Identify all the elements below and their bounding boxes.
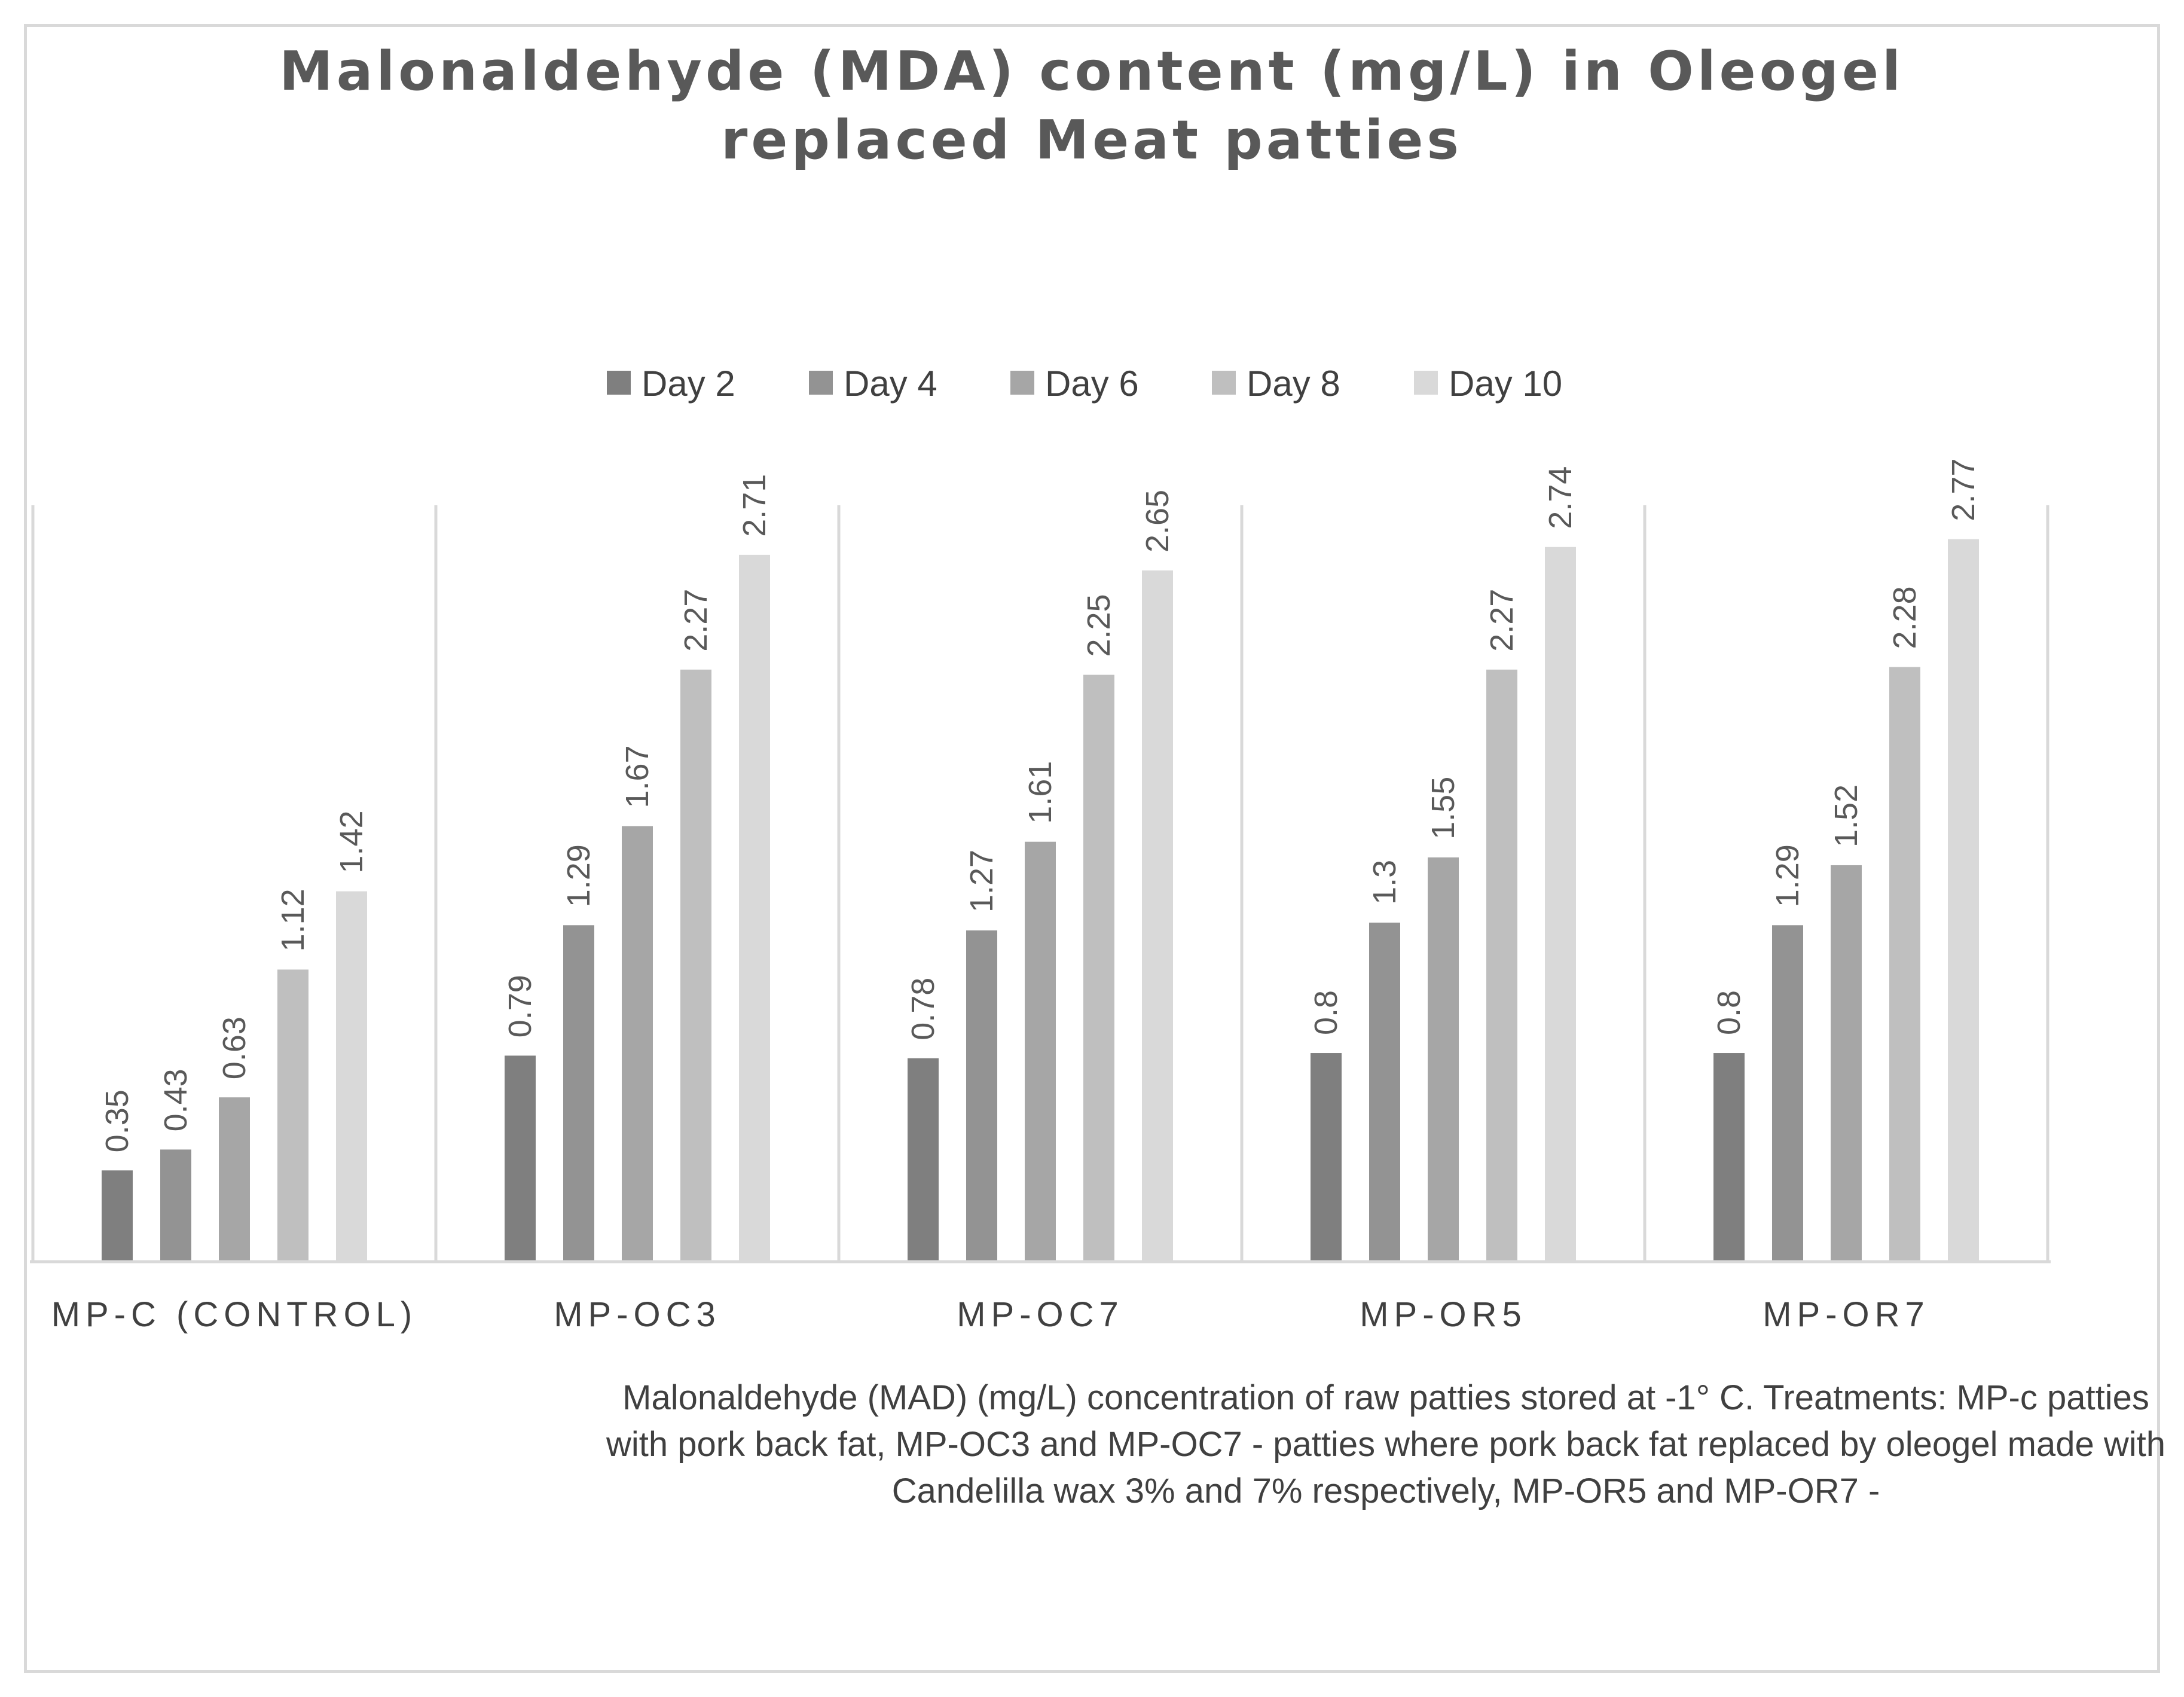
bar-mp-oc3-day-2	[505, 1055, 536, 1262]
legend-swatch	[1414, 371, 1438, 395]
data-label: 2.65	[1140, 490, 1175, 553]
data-label: 1.61	[1022, 761, 1058, 824]
data-label: 1.27	[964, 850, 1000, 912]
bar-mp-or5-day-8	[1486, 669, 1517, 1262]
bar-group-mp-oc3: 0.79 1.29 1.67 2.27 2.71	[502, 474, 772, 1262]
bar-mp-c-control-day-4	[160, 1149, 191, 1262]
legend-swatch	[1010, 371, 1034, 395]
data-label: 1.12	[275, 889, 311, 951]
data-label: 2.25	[1081, 594, 1117, 657]
data-label: 2.74	[1542, 466, 1578, 529]
data-label: 2.71	[737, 474, 772, 537]
plot-area: 0.35 0.43 0.63 1.12 1.42 0.79 1.29 1.67 2.27 2.71…	[30, 459, 2051, 1334]
figure-caption: Malonaldehyde (MAD) (mg/L) concentration…	[606, 1378, 2165, 1510]
data-label: 1.29	[1770, 844, 1806, 907]
bar-group-mp-or5: 0.8 1.3 1.55 2.27 2.74	[1308, 466, 1578, 1262]
legend-label: Day 2	[642, 364, 735, 404]
data-label: 1.29	[561, 844, 597, 907]
x-tick-label: MP-OR7	[1763, 1295, 1930, 1334]
legend-item-day-6: Day 6	[1010, 364, 1139, 404]
data-label: 1.42	[334, 810, 369, 873]
legend-swatch	[809, 371, 833, 395]
x-tick-label: MP-OC3	[554, 1295, 721, 1334]
bar-mp-or7-day-10	[1948, 539, 1979, 1262]
bar-group-mp-oc7: 0.78 1.27 1.61 2.25 2.65	[905, 490, 1175, 1262]
bar-mp-or7-day-6	[1831, 865, 1862, 1262]
chart-legend: Day 2 Day 4 Day 6 Day 8 Day 10	[607, 364, 1562, 404]
data-label: 1.3	[1367, 860, 1403, 905]
legend-swatch	[607, 371, 631, 395]
data-label: 2.27	[678, 589, 714, 652]
bar-mp-oc3-day-10	[739, 554, 770, 1262]
data-label: 0.8	[1308, 990, 1344, 1035]
bar-mp-oc3-day-4	[563, 925, 594, 1262]
x-tick-label: MP-C (CONTROL)	[51, 1295, 418, 1334]
bar-mp-oc7-day-10	[1142, 570, 1173, 1262]
data-label: 1.67	[619, 745, 655, 808]
chart-title-line-1: Malonaldehyde (MDA) content (mg/L) in Ol…	[279, 40, 1904, 103]
data-label: 2.77	[1945, 459, 1981, 521]
bar-mp-oc3-day-6	[622, 826, 653, 1262]
data-label: 0.8	[1711, 990, 1747, 1035]
data-label: 1.52	[1828, 785, 1864, 847]
data-label: 2.28	[1887, 586, 1923, 649]
legend-label: Day 10	[1449, 364, 1562, 404]
caption-line-1: Malonaldehyde (MAD) (mg/L) concentration…	[622, 1378, 2149, 1417]
legend-label: Day 6	[1045, 364, 1139, 404]
chart-title-line-2: replaced Meat patties	[721, 109, 1462, 172]
data-label: 0.35	[99, 1089, 135, 1152]
legend-item-day-2: Day 2	[607, 364, 735, 404]
x-tick-label: MP-OR5	[1360, 1295, 1527, 1334]
data-label: 0.79	[502, 975, 538, 1037]
legend-item-day-4: Day 4	[809, 364, 937, 404]
bar-mp-or7-day-4	[1772, 925, 1803, 1262]
chart-frame	[24, 24, 2160, 1673]
data-label: 0.43	[158, 1069, 194, 1131]
bar-mp-oc3-day-8	[680, 669, 711, 1262]
bar-mp-or5-day-4	[1369, 922, 1400, 1262]
bar-group-mp-c-control: 0.35 0.43 0.63 1.12 1.42	[99, 810, 369, 1262]
bar-mp-or7-day-2	[1713, 1053, 1745, 1262]
legend-label: Day 8	[1247, 364, 1340, 404]
bar-mp-c-control-day-2	[102, 1170, 133, 1262]
x-tick-label: MP-OC7	[957, 1295, 1124, 1334]
bar-mp-c-control-day-6	[219, 1097, 250, 1262]
legend-label: Day 4	[844, 364, 937, 404]
caption-line-3: Candelilla wax 3% and 7% respectively, M…	[892, 1472, 1880, 1510]
chart-title: Malonaldehyde (MDA) content (mg/L) in Ol…	[279, 40, 1904, 172]
legend-item-day-8: Day 8	[1212, 364, 1340, 404]
legend-item-day-10: Day 10	[1414, 364, 1562, 404]
bar-mp-or5-day-6	[1428, 857, 1459, 1262]
data-label: 2.27	[1484, 589, 1520, 652]
bar-mp-oc7-day-2	[908, 1058, 939, 1262]
bar-mp-oc7-day-8	[1083, 674, 1114, 1262]
caption-line-2: with pork back fat, MP-OC3 and MP-OC7 - …	[606, 1425, 2165, 1464]
bar-mp-or7-day-8	[1889, 667, 1920, 1262]
data-label: 0.63	[216, 1017, 252, 1079]
bar-mp-oc7-day-6	[1025, 841, 1056, 1262]
bar-mp-c-control-day-8	[277, 969, 308, 1262]
bar-mp-or5-day-2	[1311, 1053, 1342, 1262]
data-label: 0.78	[905, 978, 941, 1040]
bar-mp-oc7-day-4	[966, 930, 997, 1262]
data-label: 1.55	[1425, 777, 1461, 840]
bar-mp-or5-day-10	[1545, 547, 1576, 1262]
legend-swatch	[1212, 371, 1236, 395]
bar-group-mp-or7: 0.8 1.29 1.52 2.28 2.77	[1711, 459, 1981, 1262]
bar-mp-c-control-day-10	[336, 891, 367, 1262]
